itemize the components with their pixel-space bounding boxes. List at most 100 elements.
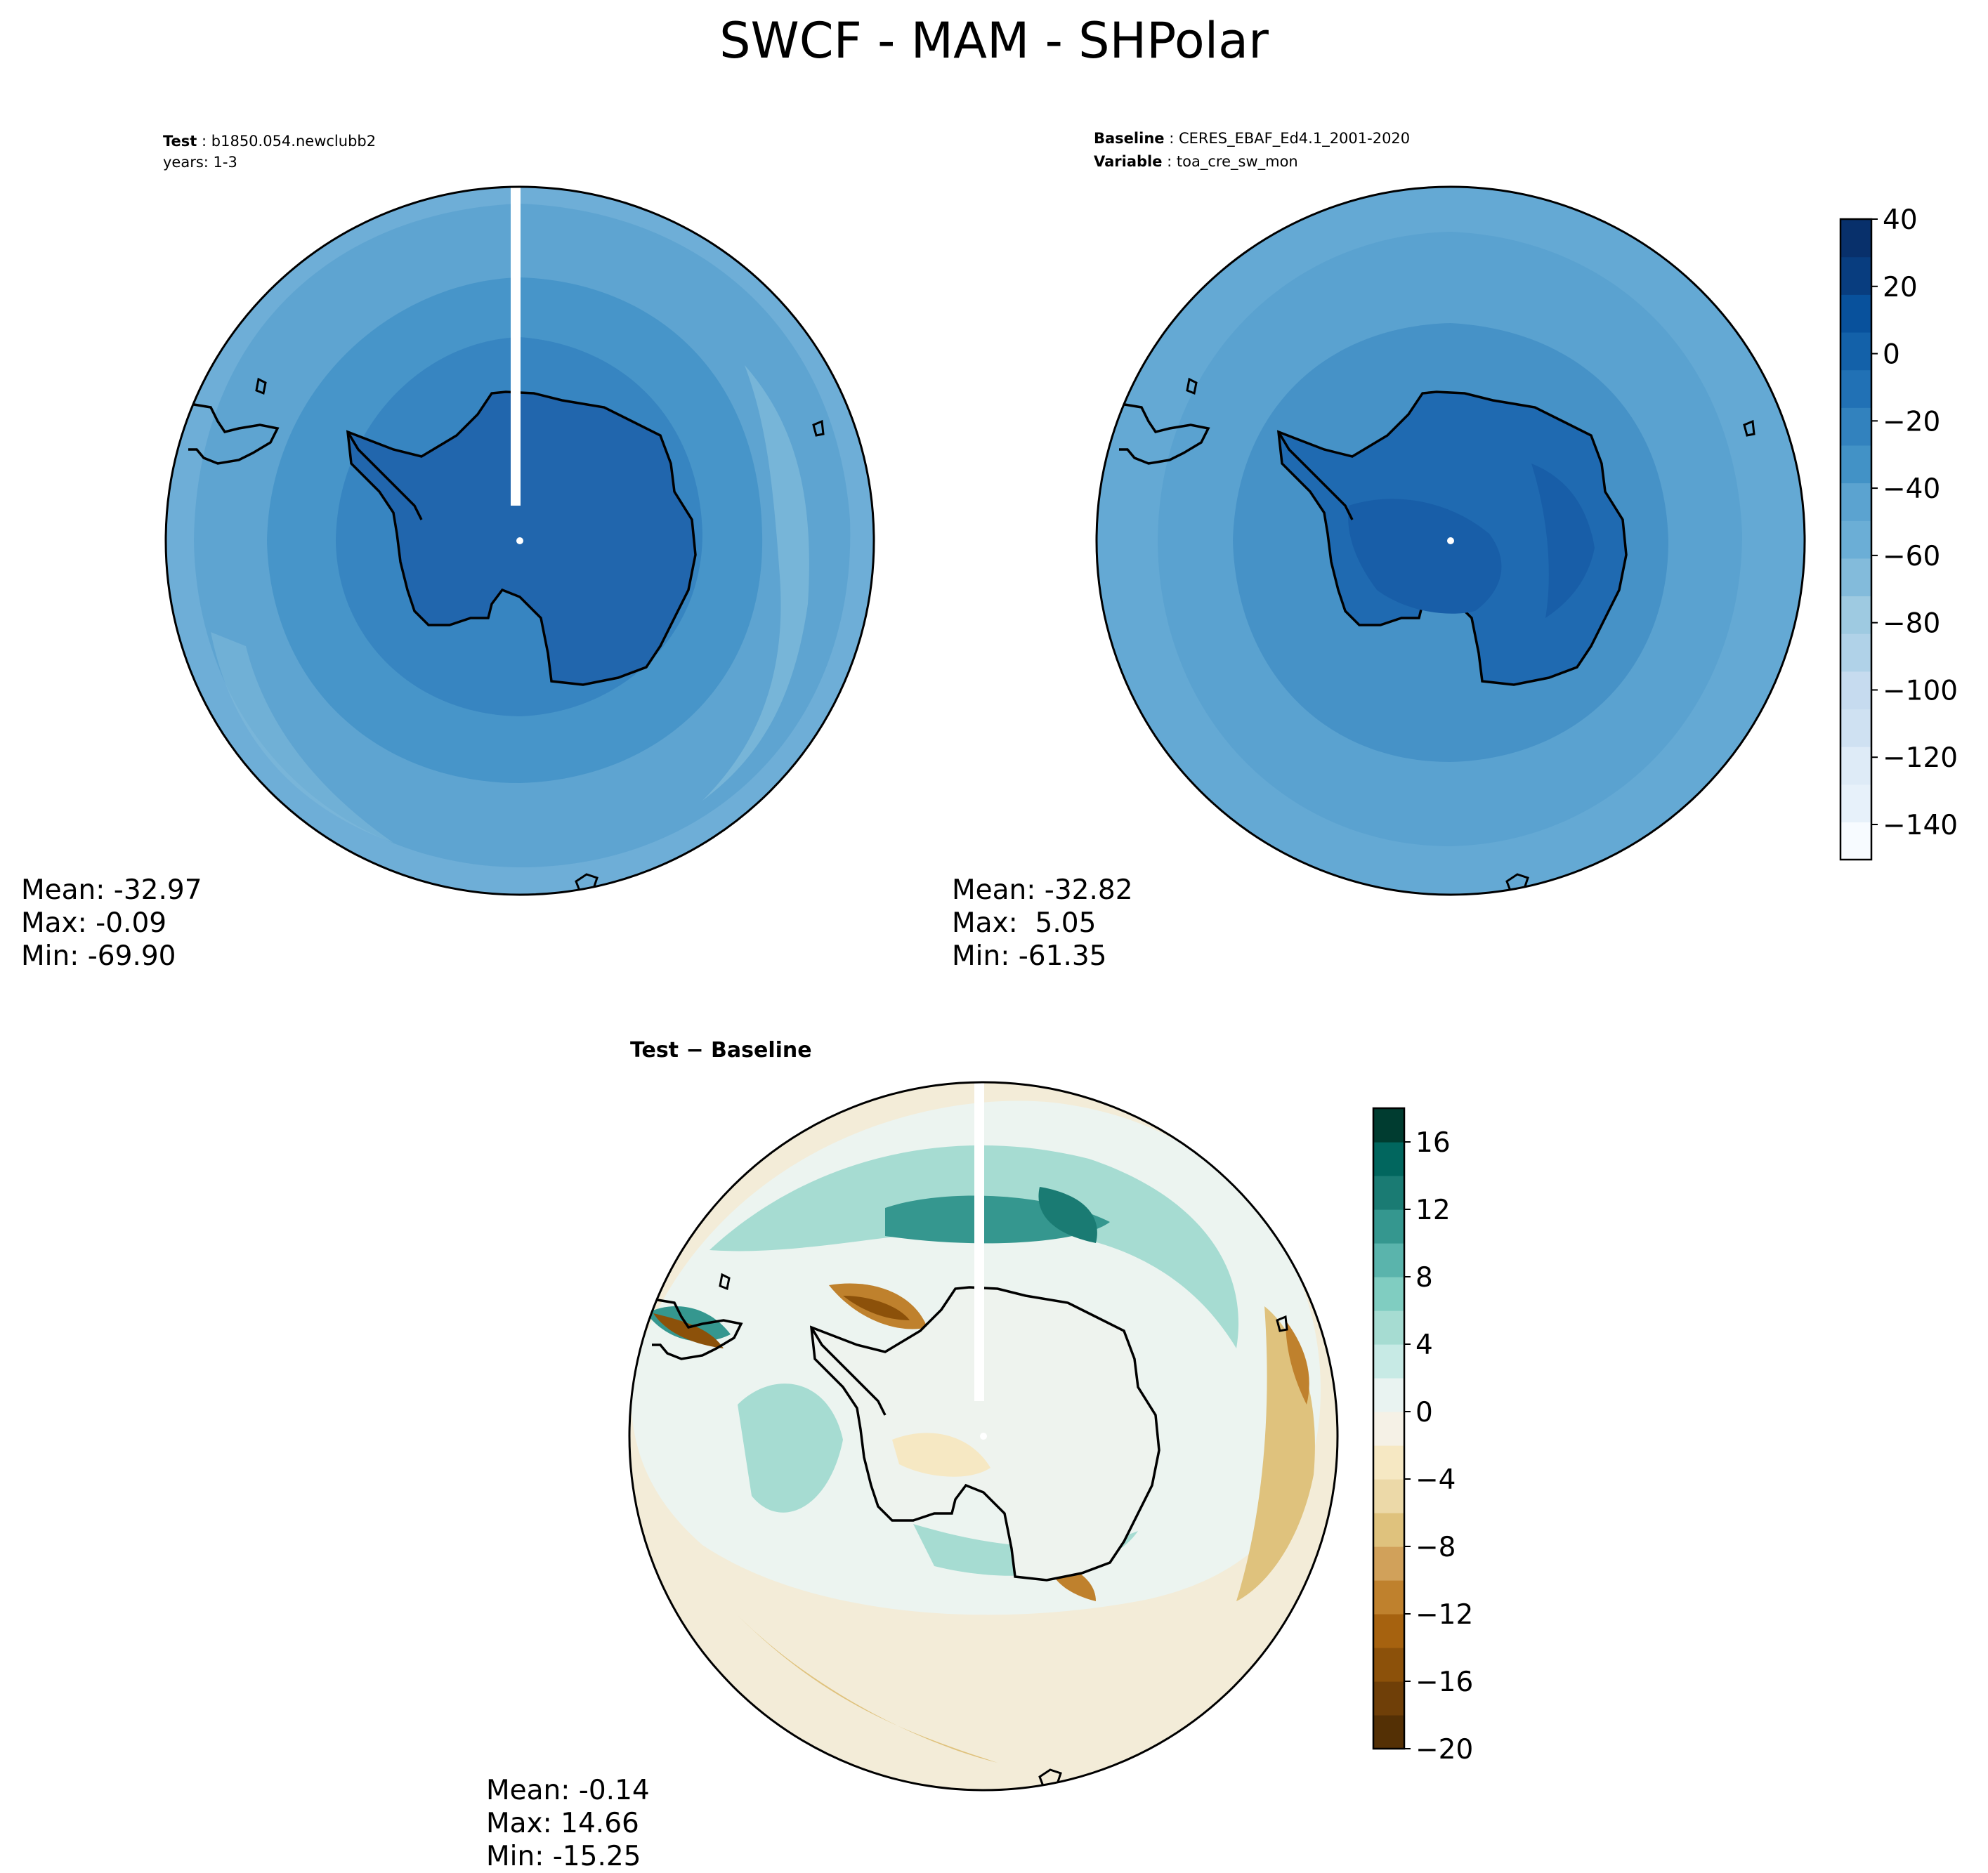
main-colorbar-swatch: [1840, 294, 1871, 333]
figure-title: SWCF - MAM - SHPolar: [719, 12, 1269, 70]
main-colorbar-swatch: [1840, 482, 1871, 521]
diff-min: Min: -15.25: [486, 1841, 641, 1872]
main-colorbar-swatch: [1840, 256, 1871, 295]
main-colorbar-swatch: [1840, 747, 1871, 785]
baseline-label-key: Baseline: [1094, 130, 1165, 147]
main-colorbar-tick-label: −80: [1883, 608, 1940, 640]
diff-colorbar-swatch: [1373, 1378, 1404, 1412]
diff-colorbar-tick-label: −8: [1415, 1532, 1456, 1563]
diff-colorbar-swatch: [1373, 1546, 1404, 1581]
main-colorbar-swatch: [1840, 369, 1871, 408]
diff-map-border: [628, 1081, 1339, 1792]
baseline-label-sep: :: [1165, 130, 1179, 147]
baseline-min: Min: -61.35: [952, 940, 1106, 972]
main-colorbar: 40 20 0 −20 −40 −60 −80 −100 −120 −140: [1839, 204, 1958, 861]
diff-south-america: [652, 1298, 743, 1360]
baseline-max: Max: 5.05: [952, 907, 1096, 939]
test-island-2: [812, 419, 825, 437]
diff-colorbar-swatch: [1373, 1108, 1404, 1143]
diff-missing-wedge: [974, 1082, 984, 1401]
diff-label: Test − Baseline: [630, 1038, 812, 1063]
test-map: [166, 187, 874, 895]
diff-colorbar-tick-label: −16: [1415, 1667, 1473, 1698]
baseline-variable-sep: :: [1162, 153, 1176, 170]
main-colorbar-swatch: [1840, 822, 1871, 860]
diff-colorbar-ticks: 16 12 8 4 0 −4 −8 −12 −16 −20: [1404, 1127, 1473, 1766]
diff-colorbar-frame: [1372, 1107, 1406, 1750]
main-colorbar-swatch: [1840, 633, 1871, 672]
test-label-value: b1850.054.newclubb2: [211, 133, 376, 150]
baseline-peninsula: [1277, 431, 1354, 520]
diff-colorbar-swatch: [1373, 1176, 1404, 1210]
main-colorbar-tick-label: −20: [1883, 406, 1940, 438]
baseline-variable: Variable : toa_cre_sw_mon: [1094, 153, 1298, 171]
main-colorbar-swatch: [1840, 331, 1871, 371]
diff-colorbar-tick-label: −12: [1415, 1599, 1473, 1631]
diff-colorbar-swatch: [1373, 1412, 1404, 1446]
baseline-map-border: [1095, 185, 1806, 896]
test-south-america: [188, 402, 280, 465]
baseline-label: Baseline : CERES_EBAF_Ed4.1_2001-2020: [1094, 130, 1410, 147]
test-peninsula: [346, 431, 423, 520]
test-missing-wedge: [511, 187, 521, 506]
baseline-island-1: [1186, 377, 1198, 395]
main-colorbar-swatches: [1840, 219, 1871, 860]
main-colorbar-tick-label: −120: [1883, 742, 1958, 774]
test-pole-dot: [516, 537, 523, 544]
diff-colorbar-swatch: [1373, 1445, 1404, 1480]
diff-colorbar-swatch: [1373, 1580, 1404, 1615]
test-panel: Test : b1850.054.newclubb2 years: 1-3 Me…: [21, 133, 875, 972]
main-colorbar-frame: [1839, 218, 1873, 861]
diff-colorbar-tick-label: −20: [1415, 1734, 1473, 1766]
baseline-label-value: CERES_EBAF_Ed4.1_2001-2020: [1179, 130, 1410, 147]
diff-colorbar-tick-label: 8: [1415, 1262, 1433, 1294]
diff-island-2: [1276, 1315, 1288, 1332]
diff-colorbar-swatch: [1373, 1479, 1404, 1513]
diff-pole-dot: [980, 1433, 987, 1440]
main-colorbar-swatch: [1840, 558, 1871, 597]
test-label: Test : b1850.054.newclubb2: [163, 133, 376, 150]
main-colorbar-tick-label: 40: [1883, 204, 1918, 236]
diff-colorbar-swatches: [1373, 1108, 1404, 1749]
main-colorbar-tick-label: −60: [1883, 541, 1940, 572]
main-colorbar-tick-label: −140: [1883, 810, 1958, 841]
diff-colorbar-swatch: [1373, 1209, 1404, 1244]
test-years: years: 1-3: [163, 154, 237, 171]
main-colorbar-tick-label: −40: [1883, 473, 1940, 505]
main-colorbar-swatch: [1840, 784, 1871, 822]
diff-colorbar-tick-label: 12: [1415, 1195, 1451, 1226]
diff-peninsula: [810, 1327, 887, 1416]
main-colorbar-tick-label: 0: [1883, 339, 1900, 371]
diff-colorbar-swatch: [1373, 1310, 1404, 1345]
main-colorbar-swatch: [1840, 596, 1871, 634]
test-island-1: [255, 377, 267, 395]
diff-map: [629, 1082, 1338, 1790]
main-colorbar-swatch: [1840, 671, 1871, 710]
diff-max: Max: 14.66: [486, 1808, 639, 1839]
diff-colorbar: 16 12 8 4 0 −4 −8 −12 −16 −20: [1372, 1107, 1473, 1766]
diff-colorbar-swatch: [1373, 1715, 1404, 1749]
diff-colorbar-tick-label: −4: [1415, 1464, 1456, 1496]
baseline-south-america: [1119, 402, 1210, 465]
baseline-mean: Mean: -32.82: [952, 874, 1133, 906]
diff-colorbar-tick-label: 0: [1415, 1397, 1433, 1428]
baseline-panel: Baseline : CERES_EBAF_Ed4.1_2001-2020 Va…: [952, 130, 1806, 972]
main-colorbar-swatch: [1840, 520, 1871, 559]
main-colorbar-swatch: [1840, 407, 1871, 446]
test-max: Max: -0.09: [21, 907, 166, 939]
baseline-map: [1097, 187, 1805, 895]
main-colorbar-ticks: 40 20 0 −20 −40 −60 −80 −100 −120 −140: [1871, 204, 1958, 841]
diff-colorbar-swatch: [1373, 1243, 1404, 1277]
diff-colorbar-swatch: [1373, 1513, 1404, 1547]
main-colorbar-swatch: [1840, 709, 1871, 747]
baseline-variable-value: toa_cre_sw_mon: [1177, 153, 1298, 171]
test-mean: Mean: -32.97: [21, 874, 202, 906]
diff-colorbar-swatch: [1373, 1681, 1404, 1716]
main-colorbar-swatch: [1840, 445, 1871, 484]
diff-colorbar-swatch: [1373, 1277, 1404, 1311]
diff-colorbar-swatch: [1373, 1614, 1404, 1648]
baseline-island-2: [1743, 419, 1755, 437]
diff-island-1: [719, 1273, 731, 1291]
main-colorbar-swatch: [1840, 219, 1871, 258]
